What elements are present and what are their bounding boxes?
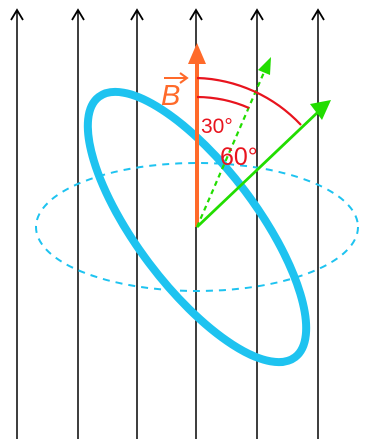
field-line-6 [311,8,325,439]
angle-label-30: 30° [201,115,233,138]
field-line-2 [71,8,85,439]
angle-arc-30 [196,95,250,110]
b-vector-arrow [188,43,206,227]
field-line-5 [250,8,264,439]
projected-loop-dashed [35,162,359,292]
angle-arc-60 [196,76,302,126]
field-line-3 [130,8,144,439]
field-line-1 [10,8,24,439]
field-lines [10,8,325,439]
normal-dashed-arrow [195,57,271,228]
b-label-text: B [161,80,180,112]
normal-solid-arrow [196,100,331,229]
current-loop [83,87,311,367]
b-label: B [161,72,189,112]
angle-label-60: 60° [220,143,258,171]
